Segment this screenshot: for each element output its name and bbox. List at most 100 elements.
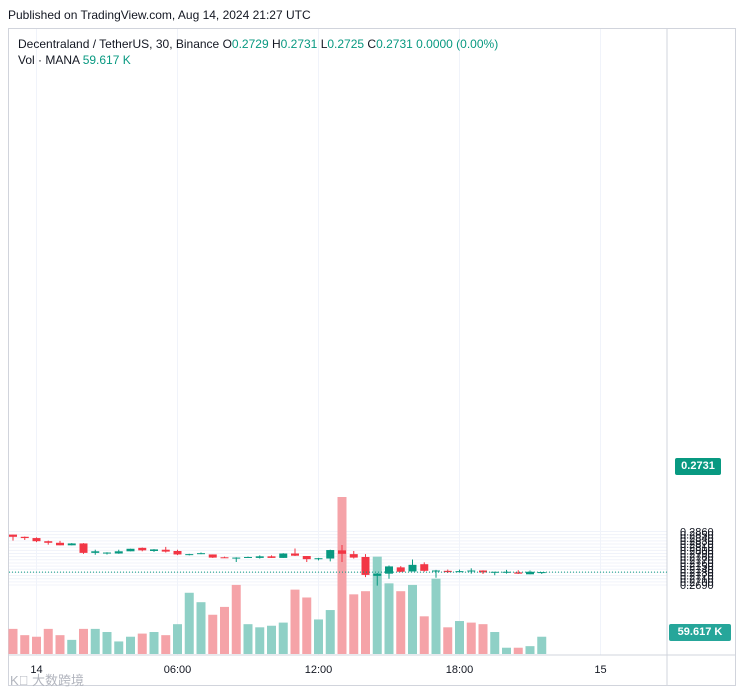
- candle-body: [232, 557, 241, 559]
- last-volume-tag: 59.617 K: [669, 624, 731, 641]
- candle-body: [490, 571, 499, 573]
- candle-body: [279, 553, 288, 558]
- candle-body: [56, 542, 64, 546]
- volume-bar: [137, 633, 147, 654]
- volume-bar: [466, 622, 476, 654]
- y-tick-label: 0.2700: [680, 577, 714, 589]
- volume-bar: [79, 628, 88, 654]
- candle-body: [432, 570, 440, 572]
- low-label: L: [320, 37, 328, 51]
- volume-bar: [325, 610, 335, 654]
- y-tick-label: 0.2760: [680, 558, 714, 570]
- volume-bar: [149, 632, 159, 654]
- candle-body: [32, 538, 41, 542]
- y-tick-label: 0.2730: [680, 567, 714, 579]
- volume-value: 59.617 K: [82, 53, 131, 67]
- volume-bar: [513, 647, 523, 654]
- candle-body: [197, 553, 205, 555]
- volume-row: Vol · MANA 59.617 K: [18, 52, 498, 68]
- volume-bar: [455, 621, 464, 654]
- candle-body: [185, 554, 194, 556]
- volume-bar: [537, 636, 547, 654]
- candle-body: [244, 556, 252, 558]
- candle-body: [67, 543, 76, 546]
- volume-bar: [396, 591, 406, 654]
- volume-bar: [8, 628, 18, 654]
- symbol-name[interactable]: Decentraland / TetherUS, 30, Binance: [18, 37, 220, 51]
- open-value: 0.2729: [231, 37, 269, 51]
- change-value: 0.0000 (0.00%): [416, 37, 499, 51]
- x-tick-label: 06:00: [164, 664, 192, 676]
- volume-bar: [431, 578, 441, 654]
- volume-bar: [443, 627, 453, 654]
- volume-bar: [502, 647, 511, 654]
- volume-bar: [231, 584, 241, 654]
- candle-body: [537, 572, 546, 574]
- candle-body: [79, 543, 88, 553]
- candle-body: [349, 554, 358, 558]
- candle-body: [467, 570, 476, 572]
- x-tick-label: 18:00: [446, 664, 474, 676]
- watermark-logo: K⃝ 大数跨境: [10, 673, 85, 688]
- y-tick-label: 0.2770: [680, 555, 714, 567]
- candle-body: [138, 547, 147, 551]
- y-tick-label: 0.2800: [680, 545, 714, 557]
- chart-legend: Decentraland / TetherUS, 30, Binance O0.…: [18, 36, 498, 68]
- candle-body: [220, 557, 229, 559]
- volume-bar: [478, 624, 488, 654]
- candle-body: [114, 551, 123, 554]
- volume-bar: [349, 594, 359, 654]
- candle-body: [479, 570, 487, 573]
- volume-bar: [267, 625, 276, 654]
- x-tick-label: 12:00: [305, 664, 333, 676]
- volume-bar: [490, 632, 500, 654]
- candle-body: [302, 556, 311, 560]
- candle-body: [326, 550, 335, 559]
- volume-bar: [208, 614, 218, 654]
- candle-body: [126, 548, 135, 552]
- volume-bar: [408, 584, 417, 654]
- volume-bar: [32, 636, 41, 654]
- candle-body: [373, 573, 382, 576]
- volume-bar: [220, 606, 229, 654]
- volume-bar: [255, 627, 265, 654]
- candle-body: [91, 551, 100, 553]
- volume-bar: [67, 639, 77, 654]
- volume-bar: [114, 641, 124, 654]
- candle-body: [420, 564, 429, 571]
- volume-bar: [419, 616, 429, 654]
- candle-body: [208, 554, 217, 558]
- candle-body: [338, 550, 346, 554]
- candle-body: [385, 566, 393, 574]
- close-value: 0.2731: [376, 37, 413, 51]
- top-bar: Published on TradingView.com, Aug 14, 20…: [0, 0, 745, 30]
- volume-bar: [278, 622, 288, 654]
- volume-label[interactable]: Vol · MANA: [18, 53, 80, 67]
- candle-body: [173, 550, 182, 555]
- volume-bar: [102, 632, 112, 654]
- candle-body: [291, 553, 299, 556]
- open-label: O: [222, 37, 232, 51]
- ohlc-row: Decentraland / TetherUS, 30, Binance O0.…: [18, 36, 498, 52]
- candle-body: [20, 536, 29, 539]
- last-price-tag: 0.2731: [675, 458, 721, 475]
- candle-body: [267, 556, 276, 558]
- candle-body: [408, 564, 417, 572]
- y-tick-label: 0.2720: [680, 571, 714, 583]
- y-tick-label: 0.2810: [680, 542, 714, 554]
- candle-body: [103, 552, 111, 554]
- candle-body: [161, 549, 170, 552]
- y-tick-label: 0.2820: [680, 539, 714, 551]
- volume-bar: [161, 635, 171, 654]
- candle-body: [361, 556, 370, 575]
- volume-bar: [196, 602, 206, 654]
- volume-bar: [243, 624, 253, 654]
- volume-bar: [55, 635, 65, 654]
- volume-bar: [290, 589, 300, 654]
- candle-body: [44, 541, 53, 543]
- y-tick-label: 0.2840: [680, 533, 714, 545]
- y-tick-label: 0.2860: [680, 526, 714, 538]
- x-tick-label: 15: [594, 664, 606, 676]
- volume-bar: [173, 624, 182, 654]
